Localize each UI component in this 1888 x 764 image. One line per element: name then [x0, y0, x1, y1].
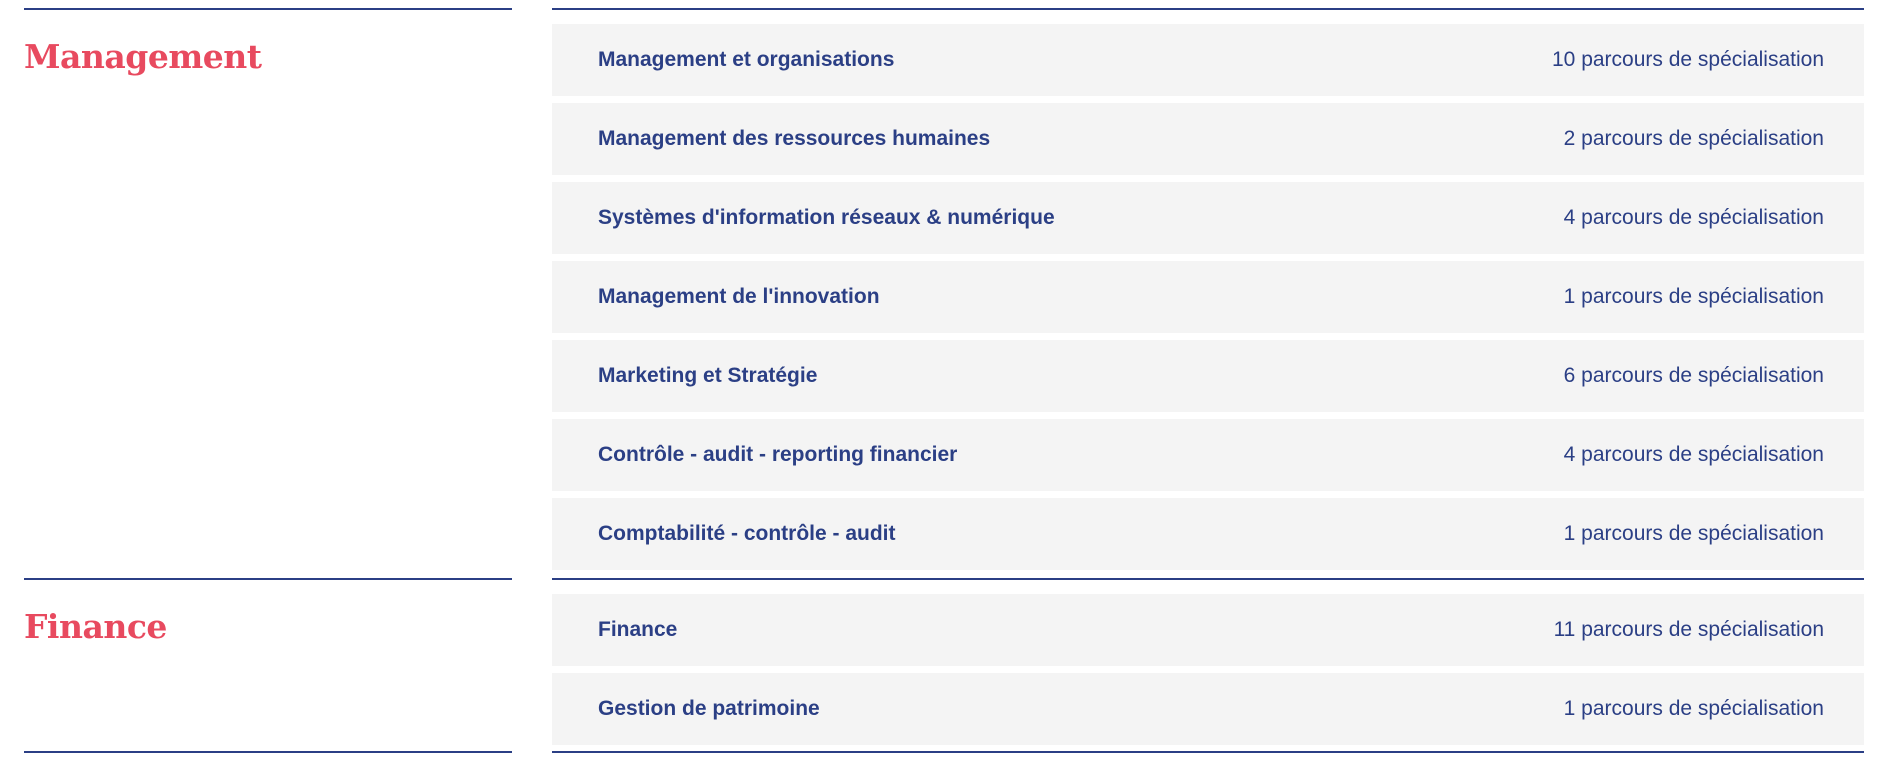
- section-heading: Finance: [24, 607, 167, 646]
- program-row[interactable]: Management des ressources humaines 2 parc…: [552, 103, 1864, 175]
- program-name: Management des ressources humaines: [598, 127, 991, 150]
- specialization-count: 10 parcours de spécialisation: [1552, 48, 1824, 71]
- section-divider: [24, 8, 512, 10]
- program-row[interactable]: Systèmes d'information réseaux & numériq…: [552, 182, 1864, 254]
- specialization-count: 4 parcours de spécialisation: [1563, 443, 1824, 466]
- program-row[interactable]: Comptabilité - contrôle - audit 1 parcour…: [552, 498, 1864, 570]
- section-divider: [552, 751, 1864, 753]
- specialization-count: 6 parcours de spécialisation: [1563, 364, 1824, 387]
- program-name: Finance: [598, 618, 678, 641]
- specialization-count: 1 parcours de spécialisation: [1563, 522, 1824, 545]
- program-name: Systèmes d'information réseaux & numériq…: [598, 206, 1055, 229]
- program-name: Management et organisations: [598, 48, 895, 71]
- section-divider: [552, 8, 1864, 10]
- section-divider: [552, 578, 1864, 580]
- program-name: Marketing et Stratégie: [598, 364, 818, 387]
- program-row[interactable]: Contrôle - audit - reporting financier 4 …: [552, 419, 1864, 491]
- program-name: Management de l'innovation: [598, 285, 880, 308]
- program-name: Gestion de patrimoine: [598, 697, 820, 720]
- program-row[interactable]: Management et organisations 10 parcours d…: [552, 24, 1864, 96]
- specialization-count: 4 parcours de spécialisation: [1563, 206, 1824, 229]
- program-name: Contrôle - audit - reporting financier: [598, 443, 958, 466]
- section-divider: [24, 751, 512, 753]
- specialization-count: 11 parcours de spécialisation: [1553, 618, 1824, 641]
- section-divider: [24, 578, 512, 580]
- program-row[interactable]: Gestion de patrimoine 1 parcours de spéci…: [552, 673, 1864, 745]
- program-row[interactable]: Finance 11 parcours de spécialisation: [552, 594, 1864, 666]
- specialization-count: 1 parcours de spécialisation: [1563, 285, 1824, 308]
- program-row[interactable]: Marketing et Stratégie 6 parcours de spéc…: [552, 340, 1864, 412]
- program-name: Comptabilité - contrôle - audit: [598, 522, 896, 545]
- program-row[interactable]: Management de l'innovation 1 parcours de …: [552, 261, 1864, 333]
- specialization-count: 1 parcours de spécialisation: [1563, 697, 1824, 720]
- specialization-count: 2 parcours de spécialisation: [1563, 127, 1824, 150]
- section-heading: Management: [24, 37, 262, 76]
